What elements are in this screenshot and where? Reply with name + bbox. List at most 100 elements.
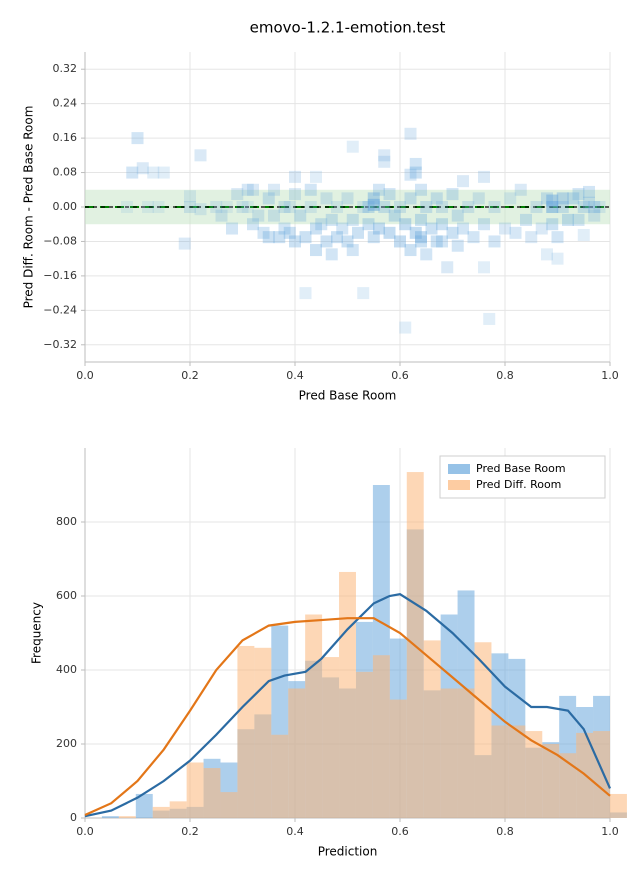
scatter-point: [268, 184, 280, 196]
hist-bar-diff: [610, 794, 627, 818]
scatter-point: [347, 214, 359, 226]
hist-bar-diff: [119, 816, 136, 818]
hist-bar-diff: [390, 700, 407, 818]
scatter-point: [363, 218, 375, 230]
scatter-point: [447, 188, 459, 200]
scatter-point: [489, 201, 501, 213]
scatter-point: [179, 238, 191, 250]
scatter-point: [457, 223, 469, 235]
scatter-point: [158, 167, 170, 179]
scatter-point: [520, 214, 532, 226]
scatter-point: [510, 227, 522, 239]
scatter-point: [305, 201, 317, 213]
scatter-point: [462, 201, 474, 213]
scatter-point: [546, 218, 558, 230]
hist-bar-diff: [187, 763, 204, 819]
x-tick-label: 0.4: [286, 825, 304, 838]
scatter-point: [315, 218, 327, 230]
scatter-point: [483, 313, 495, 325]
scatter-point: [184, 201, 196, 213]
scatter-point: [347, 141, 359, 153]
x-axis-label: Pred Base Room: [299, 389, 397, 403]
scatter-point: [441, 261, 453, 273]
legend-swatch-diff: [448, 480, 470, 490]
scatter-point: [357, 287, 369, 299]
x-tick-label: 0.0: [76, 369, 94, 382]
x-tick-label: 1.0: [601, 369, 619, 382]
hist-bar-diff: [339, 572, 356, 818]
scatter-point: [594, 201, 606, 213]
y-tick-label: 800: [56, 515, 77, 528]
hist-bar-diff: [458, 689, 475, 819]
scatter-point: [394, 235, 406, 247]
y-tick-label: 0.08: [53, 166, 78, 179]
scatter-point: [352, 227, 364, 239]
y-tick-label: 0: [70, 811, 77, 824]
scatter-point: [426, 223, 438, 235]
scatter-point: [457, 175, 469, 187]
y-axis-label: Pred Diff. Room - Pred Base Room: [22, 106, 36, 309]
scatter-point: [552, 253, 564, 265]
y-tick-label: 0.32: [53, 62, 78, 75]
scatter-point: [289, 235, 301, 247]
x-tick-label: 0.0: [76, 825, 94, 838]
hist-bar-diff: [305, 615, 322, 819]
scatter-point: [252, 210, 264, 222]
scatter-point: [546, 201, 558, 213]
scatter-point: [583, 186, 595, 198]
hist-bar-diff: [254, 648, 271, 818]
scatter-point: [415, 214, 427, 226]
y-axis-label: Frequency: [30, 602, 44, 664]
scatter-point: [132, 132, 144, 144]
x-tick-label: 1.0: [601, 825, 619, 838]
scatter-point: [573, 214, 585, 226]
scatter-point: [562, 214, 574, 226]
scatter-point: [121, 201, 133, 213]
hist-bar-diff: [271, 735, 288, 818]
x-tick-label: 0.6: [391, 369, 409, 382]
scatter-point: [489, 235, 501, 247]
scatter-point: [373, 223, 385, 235]
y-tick-label: 400: [56, 663, 77, 676]
scatter-point: [415, 184, 427, 196]
scatter-point: [541, 248, 553, 260]
scatter-point: [420, 201, 432, 213]
scatter-point: [452, 210, 464, 222]
scatter-point: [405, 128, 417, 140]
y-tick-label: 200: [56, 737, 77, 750]
scatter-point: [473, 192, 485, 204]
x-axis-label: Prediction: [318, 845, 378, 859]
hist-bar-diff: [322, 657, 339, 818]
scatter-point: [499, 223, 511, 235]
hist-bar-diff: [491, 726, 508, 819]
hist-bar-diff: [373, 655, 390, 818]
scatter-point: [525, 231, 537, 243]
scatter-point: [410, 158, 422, 170]
scatter-point: [468, 231, 480, 243]
scatter-point: [263, 231, 275, 243]
hist-bar-diff: [237, 646, 254, 818]
scatter-point: [195, 203, 207, 215]
scatter-point: [515, 184, 527, 196]
scatter-point: [399, 322, 411, 334]
scatter-point: [331, 201, 343, 213]
scatter-point: [153, 201, 165, 213]
hist-bar-diff: [593, 731, 610, 818]
scatter-point: [578, 229, 590, 241]
scatter-point: [378, 201, 390, 213]
scatter-point: [573, 188, 585, 200]
scatter-point: [368, 199, 380, 211]
scatter-point: [147, 167, 159, 179]
scatter-point: [557, 192, 569, 204]
scatter-point: [247, 184, 259, 196]
scatter-point: [347, 244, 359, 256]
scatter-point: [221, 201, 233, 213]
y-tick-label: −0.32: [43, 338, 77, 351]
scatter-point: [384, 188, 396, 200]
y-tick-label: 0.16: [53, 131, 78, 144]
scatter-point: [478, 218, 490, 230]
x-tick-label: 0.2: [181, 369, 199, 382]
scatter-point: [452, 240, 464, 252]
scatter-point: [289, 188, 301, 200]
scatter-point: [305, 184, 317, 196]
